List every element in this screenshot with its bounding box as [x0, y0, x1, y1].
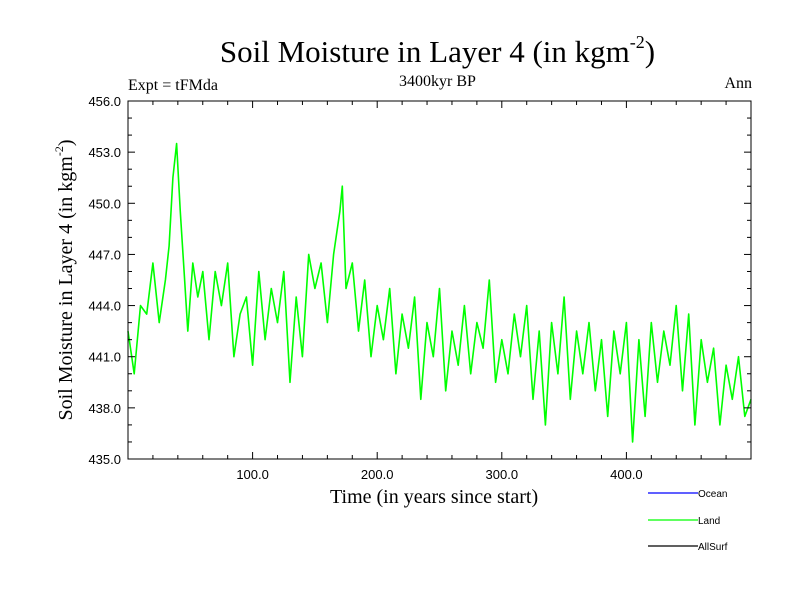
experiment-label: Expt = tFMda	[128, 77, 218, 94]
season-label: Ann	[724, 75, 752, 92]
y-tick-label: 453.0	[88, 145, 121, 160]
y-tick-label: 444.0	[88, 299, 121, 314]
chart-title: Soil Moisture in Layer 4 (in kgm-2)	[219, 32, 656, 69]
x-tick-label: 300.0	[486, 467, 519, 482]
y-tick-label: 450.0	[88, 196, 121, 211]
legend-label-ocean: Ocean	[698, 489, 727, 500]
legend-label-allsurf: AllSurf	[698, 542, 728, 553]
y-tick-label: 456.0	[88, 94, 121, 109]
series-line-land	[127, 142, 752, 443]
legend: Ocean Land AllSurf	[648, 489, 728, 553]
x-tick-label: 200.0	[361, 467, 394, 482]
x-axis-label: Time (in years since start)	[330, 486, 539, 508]
plot-area: 100.0 200.0 300.0 400.0 435.0 438.0 441.0 444.0…	[88, 94, 752, 482]
y-tick-label: 447.0	[88, 247, 121, 262]
y-tick-label: 441.0	[88, 350, 121, 365]
y-tick-label: 435.0	[88, 452, 121, 467]
plot-frame	[127, 100, 752, 460]
y-tick-label: 438.0	[88, 401, 121, 416]
chart-subtitle: 3400kyr BP	[399, 73, 476, 90]
legend-label-land: Land	[698, 516, 720, 527]
x-tick-label: 400.0	[610, 467, 643, 482]
x-tick-label: 100.0	[236, 467, 269, 482]
